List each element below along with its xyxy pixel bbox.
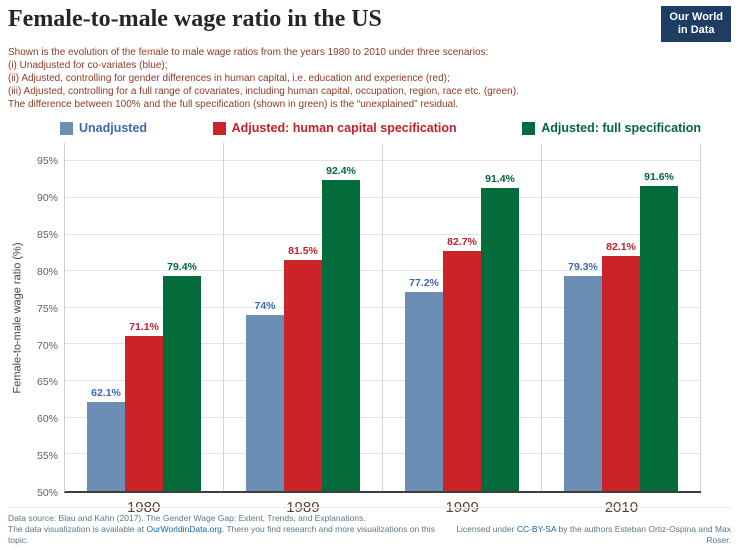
gridline (65, 270, 701, 272)
bar-group-2010: 79.3% 82.1% 91.6% (542, 143, 701, 491)
bar-2010-adjusted-human-capital-specification: 82.1% (602, 241, 640, 491)
bar-1980-unadjusted: 62.1% (87, 387, 125, 491)
footer: Data source: Blau and Kahn (2017). The G… (8, 507, 731, 546)
subtitle-line-4: (iii) Adjusted, controlling for a full r… (8, 86, 519, 97)
bar-value-label: 81.5% (288, 245, 318, 258)
subtitle-line-1: Shown is the evolution of the female to … (8, 47, 489, 58)
legend-item-2: Adjusted: human capital specification (212, 121, 457, 135)
bar-value-label: 82.1% (606, 240, 636, 253)
bar-1999-adjusted-human-capital-specification: 82.7% (443, 236, 481, 491)
bar-value-label: 92.4% (326, 165, 356, 178)
bar-value-label: 79.4% (167, 260, 197, 273)
footer-data-source: Data source: Blau and Kahn (2017). The G… (8, 513, 366, 523)
plot-area: 62.1% 71.1% 79.4% 74% 81.5% 92.4% 77.2% 82.7% 91… (64, 143, 701, 493)
bar-value-label: 74% (254, 300, 276, 313)
license-link[interactable]: CC-BY-SA (516, 524, 557, 534)
gridline (65, 343, 701, 345)
legend-swatch-3 (522, 121, 536, 135)
bar-group-1980: 62.1% 71.1% 79.4% (65, 143, 224, 491)
y-tick-label: 60% (36, 413, 58, 426)
bar-1999-adjusted-full-specification: 91.4% (481, 173, 519, 491)
footer-note-suffix: . There you find research and more visua… (8, 524, 435, 545)
logo-line-2: in Data (677, 24, 715, 36)
y-tick-label: 55% (36, 450, 58, 463)
legend-item-1: Unadjusted (60, 121, 147, 135)
y-tick-label: 50% (36, 487, 58, 499)
bar-1989-adjusted-human-capital-specification: 81.5% (284, 245, 322, 491)
subtitle-line-5: The difference between 100% and the full… (8, 99, 459, 110)
y-tick-label: 75% (36, 302, 58, 315)
bar-value-label: 91.6% (644, 171, 674, 184)
gridline (65, 380, 701, 382)
bar-value-label: 91.4% (485, 172, 515, 185)
y-tick-label: 80% (36, 265, 58, 278)
bar-value-label: 82.7% (447, 236, 477, 249)
legend: Unadjusted Adjusted: human capital specif… (60, 121, 701, 135)
license-prefix: Licensed under (456, 524, 517, 534)
legend-swatch-1 (60, 121, 73, 135)
footer-note: The data visualization is available at O… (8, 524, 441, 546)
gridline (65, 453, 701, 455)
bar-2010-unadjusted: 79.3% (564, 261, 602, 491)
chart-subtitle: Shown is the evolution of the female to … (8, 46, 731, 111)
legend-swatch-2 (212, 121, 226, 135)
legend-label-1: Unadjusted (79, 121, 148, 135)
license-suffix: by the authors Esteban Ortiz-Ospina and … (556, 524, 731, 545)
subtitle-line-3: (ii) Adjusted, controlling for gender di… (8, 73, 450, 84)
owid-logo: Our World in Data (661, 6, 731, 42)
footer-note-prefix: The data visualization is available at (8, 524, 147, 534)
bar-value-label: 77.2% (409, 276, 439, 289)
y-tick-label: 90% (36, 192, 58, 205)
y-axis-title-column: Female-to-male wage ratio (%) (8, 143, 26, 493)
footer-license: Licensed under CC-BY-SA by the authors E… (441, 524, 731, 546)
legend-label-3: Adjusted: full specification (541, 121, 701, 135)
y-tick-label: 95% (36, 155, 58, 168)
bar-1989-unadjusted: 74% (246, 300, 284, 491)
logo-line-1: Our World (669, 11, 723, 23)
bar-1999-unadjusted: 77.2% (405, 277, 443, 491)
page-title: Female-to-male wage ratio in the US (8, 6, 382, 32)
gridline (65, 306, 701, 308)
gridline (65, 233, 701, 235)
header: Female-to-male wage ratio in the US Our … (8, 6, 731, 42)
owid-site-link[interactable]: OurWorldinData.org (146, 524, 222, 534)
bar-value-label: 71.1% (129, 321, 159, 334)
y-tick-label: 85% (36, 229, 58, 242)
subtitle-line-2: (i) Unadjusted for co-variates (blue); (8, 60, 168, 71)
y-tick-label: 70% (36, 339, 58, 352)
bar-group-1989: 74% 81.5% 92.4% (224, 143, 383, 491)
gridline (65, 196, 701, 198)
footer-left: Data source: Blau and Kahn (2017). The G… (8, 513, 441, 546)
legend-label-2: Adjusted: human capital specification (231, 121, 457, 135)
bar-1980-adjusted-full-specification: 79.4% (163, 261, 201, 491)
bar-1989-adjusted-full-specification: 92.4% (322, 165, 360, 491)
gridline (65, 160, 701, 162)
bar-2010-adjusted-full-specification: 91.6% (640, 171, 678, 491)
bar-1980-adjusted-human-capital-specification: 71.1% (125, 321, 163, 491)
y-axis-title: Female-to-male wage ratio (%) (11, 242, 23, 394)
bar-value-label: 62.1% (91, 387, 121, 400)
plot-row: Female-to-male wage ratio (%) 50% 55% 60% 6… (8, 143, 731, 499)
bar-group-1999: 77.2% 82.7% 91.4% (383, 143, 542, 491)
gridline (65, 416, 701, 418)
bar-value-label: 79.3% (568, 261, 598, 274)
legend-item-3: Adjusted: full specification (522, 121, 701, 135)
y-tick-label: 65% (36, 376, 58, 389)
y-axis: 50% 55% 60% 65% 70% 75% 80% 85% 90% 95% (26, 143, 64, 499)
